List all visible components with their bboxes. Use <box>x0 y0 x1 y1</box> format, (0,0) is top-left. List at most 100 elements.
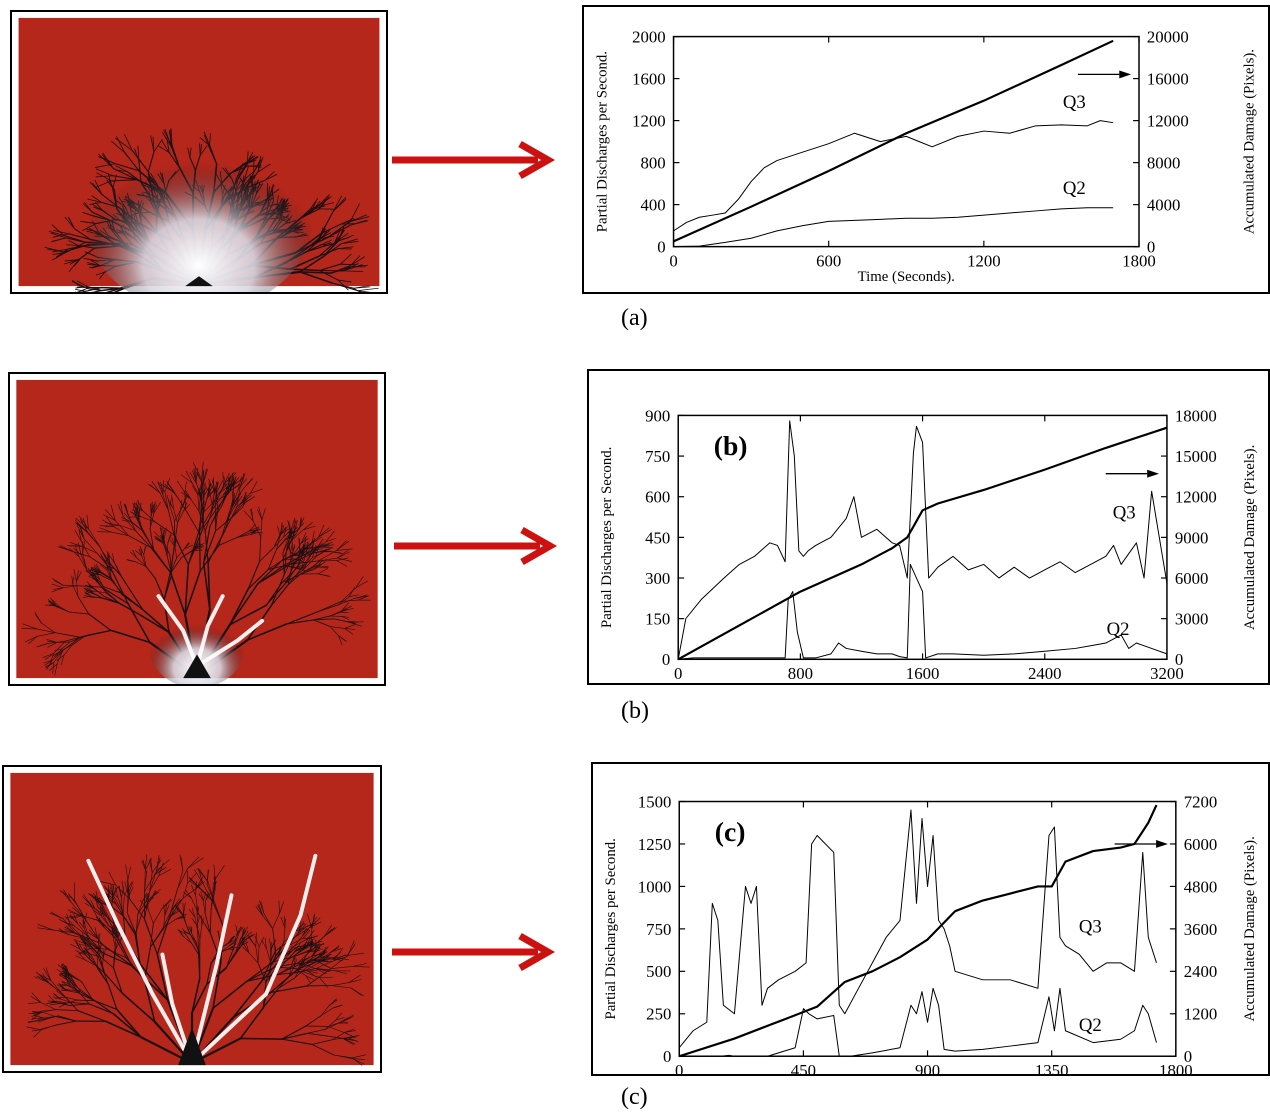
tree-branch <box>228 484 240 492</box>
tree-branch <box>103 927 117 940</box>
tree-branch <box>314 548 323 551</box>
y2-tick-label: 6000 <box>1184 835 1218 854</box>
tree-branch <box>183 491 192 500</box>
tree-branch <box>88 893 99 904</box>
tree-branch <box>340 599 359 602</box>
tree-branch <box>66 999 78 1004</box>
series-line-q2 <box>678 563 1168 660</box>
tree-branch <box>313 551 330 553</box>
tree-branch <box>303 522 313 531</box>
tree-branch <box>174 492 186 511</box>
tree-branch <box>273 533 282 548</box>
tree-branch <box>344 624 355 629</box>
y2-tick-label: 12000 <box>1175 488 1217 507</box>
treeing-photo-b <box>8 372 386 686</box>
tree-branch <box>197 913 211 934</box>
tree-branch <box>149 504 152 515</box>
tree-branch <box>329 626 339 636</box>
tree-branch <box>76 571 82 583</box>
tree-branch <box>95 570 100 580</box>
tree-branch <box>53 587 64 590</box>
tree-branch <box>33 1015 45 1019</box>
tree-branch <box>280 916 286 929</box>
tree-branch <box>291 529 304 541</box>
tree-branch <box>202 505 220 529</box>
discharge-channel <box>86 858 194 1066</box>
tree-branch <box>62 981 71 988</box>
tree-branch <box>191 933 197 943</box>
tree-branch <box>151 859 162 873</box>
tree-branch <box>198 511 205 533</box>
tree-branch <box>103 595 121 605</box>
tree-branch <box>77 596 90 615</box>
tree-branch <box>237 927 243 936</box>
tree-branch <box>54 648 62 651</box>
tree-branch <box>70 550 90 557</box>
tree-branch <box>268 938 272 950</box>
tree-branch <box>187 857 204 869</box>
tree-branch <box>203 525 211 564</box>
tree-branch <box>93 909 102 917</box>
tree-branch <box>75 520 87 533</box>
tree-branch <box>291 540 294 556</box>
tree-branch <box>261 508 266 521</box>
tree-branch <box>235 926 239 936</box>
tree-branch <box>154 538 164 544</box>
tree-branch <box>212 961 222 1010</box>
tree-branch <box>154 864 164 876</box>
tree-branch <box>49 653 54 666</box>
tree-branch <box>51 224 65 236</box>
tree-branch <box>47 642 58 648</box>
tree-branch <box>297 947 312 970</box>
tree-branch <box>124 881 129 895</box>
tree-branch <box>248 526 260 532</box>
tree-branch <box>161 898 172 909</box>
tree-branch <box>51 587 64 593</box>
tree-branch <box>157 481 164 495</box>
tree-branch <box>164 477 171 493</box>
tree-branch <box>299 271 332 274</box>
tree-branch <box>168 510 175 536</box>
tree-branch <box>299 271 334 284</box>
tree-branch <box>299 546 309 555</box>
tree-branch <box>40 1009 57 1013</box>
tree-branch <box>74 932 102 945</box>
tree-branch <box>332 1032 346 1040</box>
tree-branch <box>327 1026 345 1033</box>
tree-branch <box>330 948 342 953</box>
tree-branch <box>22 623 38 630</box>
tree-branch <box>258 936 265 947</box>
discharge-channel <box>160 952 194 1066</box>
tree-branch <box>237 530 250 538</box>
tree-branch <box>201 461 204 480</box>
tree-branch <box>112 553 115 562</box>
tree-branch <box>250 528 262 533</box>
tree-branch <box>198 893 204 902</box>
tree-branch <box>69 542 82 547</box>
tree-branch <box>291 546 296 555</box>
tree-branch <box>99 901 108 918</box>
tree-branch <box>68 240 79 246</box>
needle-electrode <box>183 654 211 679</box>
tree-branch <box>28 1012 42 1014</box>
tree-branch <box>143 554 147 567</box>
tree-branch <box>91 591 103 599</box>
tree-branch <box>95 271 106 276</box>
tree-branch <box>47 640 58 643</box>
tree-branch <box>212 980 248 1010</box>
tree-branch <box>64 975 71 985</box>
tree-branch <box>174 546 177 559</box>
tree-branch <box>69 257 82 265</box>
tree-branch <box>106 916 118 938</box>
tree-branch <box>221 490 230 506</box>
y-tick-label: 750 <box>646 920 671 939</box>
tree-branch <box>277 525 281 537</box>
tree-branch <box>327 1020 344 1027</box>
tree-branch <box>233 935 239 949</box>
tree-branch <box>279 526 286 537</box>
tree-branch <box>141 899 151 913</box>
tree-branch <box>357 290 371 292</box>
tree-branch <box>335 1017 345 1021</box>
tree-branch <box>272 912 280 929</box>
tree-branch <box>82 896 91 906</box>
